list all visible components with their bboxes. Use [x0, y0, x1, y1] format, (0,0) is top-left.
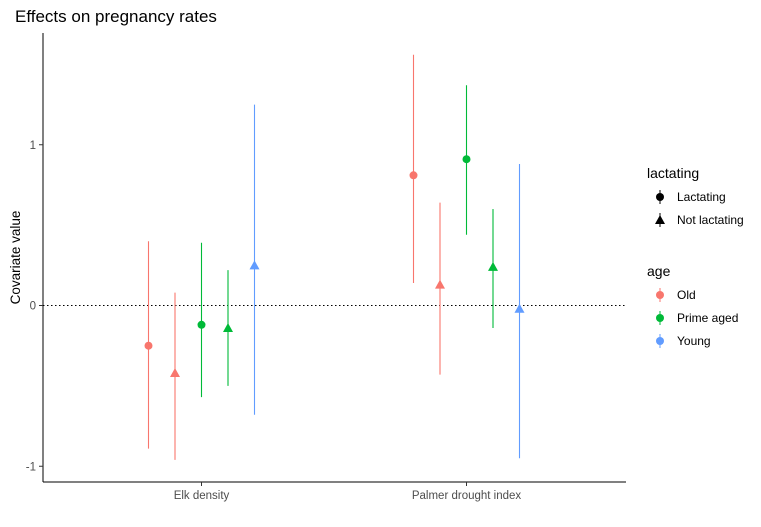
point-estimate — [435, 279, 445, 289]
y-tick-label: 1 — [30, 140, 36, 152]
legend-label: Not lactating — [677, 213, 744, 227]
y-tick-label: 0 — [30, 301, 36, 313]
series-young-not-lactating — [249, 104, 525, 459]
legend-label: Young — [677, 334, 711, 348]
legend-key-swatch — [656, 337, 664, 345]
point-estimate — [409, 171, 418, 180]
point-estimate — [197, 320, 206, 329]
legend-label: Lactating — [677, 190, 726, 204]
point-estimate — [170, 368, 180, 378]
legend-title-lactating: lactating — [647, 165, 699, 181]
x-tick-label: Palmer drought index — [412, 490, 522, 502]
legend-key-triangle — [655, 215, 665, 224]
point-estimate — [144, 341, 153, 350]
series-old-lactating — [144, 54, 418, 449]
point-estimate — [488, 261, 498, 271]
legend: lactating Lactating Not lactating age Old Pri… — [647, 165, 744, 348]
series-prime-aged-lactating — [197, 85, 471, 398]
legend-key-swatch — [656, 314, 664, 322]
legend-label: Prime aged — [677, 311, 738, 325]
y-tick-label: -1 — [26, 461, 36, 473]
point-estimate — [514, 303, 525, 313]
point-estimate — [223, 323, 233, 333]
chart-title: Effects on pregnancy rates — [15, 7, 217, 26]
legend-title-age: age — [647, 263, 671, 279]
legend-key-swatch — [656, 291, 664, 299]
series-prime-aged-not-lactating — [223, 209, 498, 386]
y-axis-title: Covariate value — [8, 211, 23, 305]
x-tick-label: Elk density — [174, 490, 230, 502]
point-estimate — [249, 260, 260, 270]
series-old-not-lactating — [170, 202, 445, 460]
legend-key-circle — [656, 193, 664, 201]
point-estimate — [462, 155, 471, 164]
legend-label: Old — [677, 288, 696, 302]
plot-panel: -1 0 1 Elk density Palmer drought index — [26, 33, 626, 502]
